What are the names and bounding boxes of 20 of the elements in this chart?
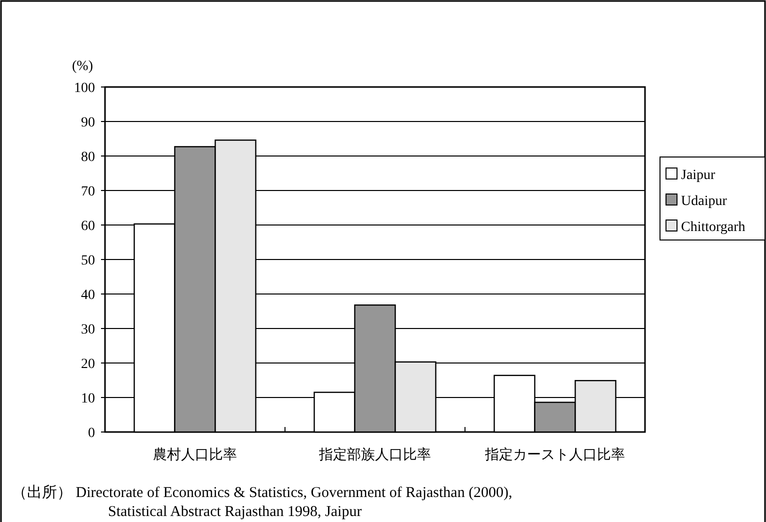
y-axis-title: (%) (72, 59, 94, 74)
x-tick-label: 農村人口比率 (153, 447, 237, 463)
y-tick-label: 70 (81, 184, 95, 200)
legend-label: Udaipur (681, 194, 728, 209)
y-tick-label: 20 (81, 357, 95, 372)
y-tick-label: 50 (81, 254, 95, 268)
y-tick-label: 0 (88, 426, 95, 441)
legend-label: Chittorgarh (681, 220, 746, 235)
y-tick-label: 30 (81, 322, 95, 338)
text: Statistical Abstract Rajasthan 1998, Jaipur (108, 504, 362, 520)
y-tick-label: 90 (81, 116, 95, 130)
legend-label: Jaipur (681, 168, 716, 183)
x-tick-label: 指定部族人口比率 (318, 447, 431, 463)
x-tick-label: 指定カースト人口比率 (484, 447, 625, 463)
y-tick-label: 40 (81, 288, 95, 303)
y-tick-label: 60 (81, 219, 95, 234)
y-tick-label: 10 (81, 392, 95, 406)
y-tick-label: 80 (81, 150, 95, 165)
text: （出所） Directorate of Economics & Statistics, Government of Rajasthan (2000), (12, 484, 512, 501)
y-tick-label: 100 (74, 81, 95, 96)
